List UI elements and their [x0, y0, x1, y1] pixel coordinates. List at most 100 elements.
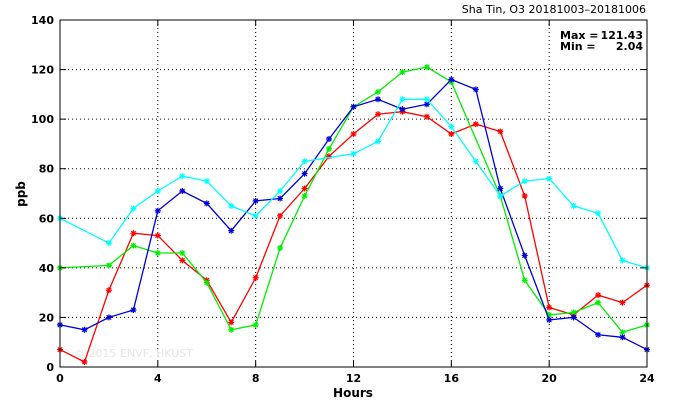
data-point: [154, 207, 161, 214]
max-label: Max =: [560, 29, 599, 42]
data-point: [472, 86, 479, 93]
x-tick-label: 20: [542, 372, 558, 385]
data-point: [105, 240, 112, 247]
y-axis-title: ppb: [14, 181, 28, 207]
data-point: [105, 287, 112, 294]
min-label: Min =: [560, 40, 596, 53]
x-tick-label: 24: [639, 372, 655, 385]
data-point: [448, 76, 455, 83]
min-value: 2.04: [616, 40, 643, 53]
data-point: [399, 96, 406, 103]
data-point: [277, 212, 284, 219]
y-tick-label: 20: [39, 311, 55, 324]
data-point: [252, 321, 259, 328]
data-point: [619, 299, 626, 306]
data-point: [203, 200, 210, 207]
data-point: [619, 257, 626, 264]
data-point: [472, 121, 479, 128]
axis-ticks: 0 4 8 12 16 20 24 0 20 40 60 80 100 120 140: [31, 14, 655, 385]
data-point: [130, 205, 137, 212]
x-axis-title: Hours: [333, 386, 373, 400]
data-point: [228, 202, 235, 209]
watermark: © 2015 ENVF, HKUST: [74, 347, 193, 360]
data-point: [595, 210, 602, 217]
data-point: [301, 170, 308, 177]
data-point: [154, 250, 161, 256]
data-point: [595, 299, 602, 306]
y-tick-label: 0: [46, 361, 54, 374]
data-point: [350, 103, 357, 110]
x-tick-label: 16: [444, 372, 460, 385]
data-point: [326, 136, 332, 142]
y-tick-label: 100: [31, 113, 54, 126]
data-point: [277, 188, 284, 194]
data-point: [179, 188, 186, 194]
data-point: [448, 123, 455, 130]
data-point: [521, 252, 528, 259]
data-point: [301, 158, 308, 165]
data-point: [448, 131, 455, 137]
data-point: [203, 178, 210, 185]
data-point: [252, 274, 259, 281]
x-tick-label: 8: [252, 372, 260, 385]
data-point: [154, 188, 161, 194]
data-point: [228, 319, 235, 326]
data-point: [595, 331, 602, 338]
data-point: [472, 158, 479, 165]
data-point: [595, 292, 602, 299]
y-tick-label: 40: [39, 262, 55, 275]
data-point: [228, 326, 235, 333]
data-point: [154, 232, 161, 239]
y-tick-label: 60: [39, 212, 55, 225]
data-point: [423, 113, 430, 120]
data-point: [375, 138, 381, 145]
data-point: [375, 111, 381, 118]
x-tick-label: 0: [56, 372, 64, 385]
series-group: [57, 64, 650, 365]
data-point: [179, 250, 186, 256]
data-point: [399, 69, 406, 76]
data-point: [130, 307, 137, 313]
data-point: [570, 314, 577, 321]
series-4: [57, 96, 650, 271]
data-point: [252, 212, 259, 219]
data-point: [546, 316, 553, 323]
data-point: [570, 202, 577, 209]
data-point: [105, 314, 112, 321]
data-point: [521, 193, 528, 199]
data-point: [301, 193, 308, 199]
data-point: [252, 197, 259, 204]
x-tick-label: 4: [154, 372, 162, 385]
data-point: [423, 64, 430, 71]
data-point: [546, 175, 553, 182]
grid-lines: [60, 20, 647, 367]
data-point: [423, 96, 430, 103]
data-point: [619, 334, 626, 341]
series-1: [57, 108, 650, 365]
data-point: [105, 262, 112, 269]
data-point: [81, 326, 88, 333]
chart-title: Sha Tin, O3 20181003–20181006: [462, 3, 646, 16]
data-point: [301, 185, 308, 192]
y-tick-label: 140: [31, 14, 54, 27]
data-point: [130, 242, 137, 249]
data-point: [81, 359, 88, 365]
data-point: [497, 128, 504, 135]
data-point: [350, 150, 357, 157]
data-point: [179, 173, 186, 180]
data-point: [375, 88, 381, 95]
data-point: [350, 131, 357, 137]
data-point: [203, 279, 210, 286]
data-point: [546, 304, 553, 311]
y-tick-label: 80: [39, 163, 55, 176]
data-point: [179, 257, 186, 264]
data-point: [326, 145, 332, 152]
y-tick-label: 120: [31, 64, 54, 77]
data-point: [375, 96, 381, 103]
data-point: [228, 227, 235, 234]
x-tick-label: 12: [346, 372, 361, 385]
data-point: [277, 245, 284, 251]
data-point: [399, 106, 406, 113]
data-point: [521, 277, 528, 284]
